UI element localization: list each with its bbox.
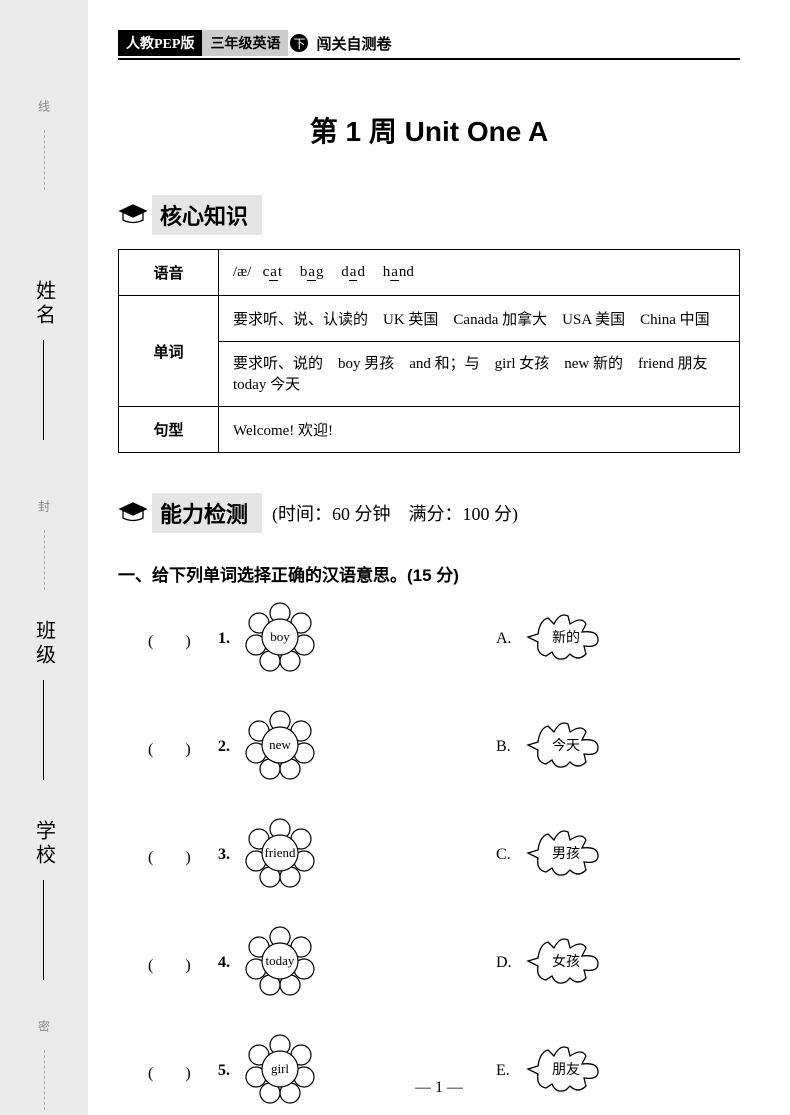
option-letter: E. <box>496 1062 526 1080</box>
header-grade: 三年级英语 <box>202 30 288 56</box>
table-label-words: 单词 <box>119 296 219 407</box>
flower-icon: girl <box>244 1033 316 1110</box>
table-label-phonics: 语音 <box>119 250 219 296</box>
table-content-sentence: Welcome! 欢迎! <box>219 407 740 453</box>
flower-icon: friend <box>244 817 316 894</box>
item-number: 4. <box>218 954 244 972</box>
binding-small-3: 线 <box>36 100 53 114</box>
svg-text:男孩: 男孩 <box>552 846 580 862</box>
svg-text:girl: girl <box>271 1061 289 1076</box>
binding-margin: 线 姓名 封 班级 学校 密 <box>0 0 88 1115</box>
item-number: 5. <box>218 1062 244 1080</box>
svg-text:friend: friend <box>264 845 296 860</box>
section-subtitle-2: (时间：60 分钟 满分：100 分) <box>272 500 518 526</box>
option-letter: C. <box>496 846 526 864</box>
header-semester: 下 <box>290 34 308 52</box>
match-left-item: ( ) 4. today <box>148 928 316 998</box>
svg-text:boy: boy <box>270 629 290 644</box>
match-left-item: ( ) 1. boy <box>148 604 316 674</box>
binding-small-1: 密 <box>36 1020 53 1034</box>
match-right-item: B. 今天 <box>496 712 602 782</box>
leaf-icon: 男孩 <box>526 826 602 885</box>
binding-small-2: 封 <box>36 500 53 514</box>
answer-blank[interactable]: ( ) <box>148 951 218 975</box>
match-right-column: A. 新的 B. 今天 C. 男孩 D. 女孩 E. 朋友 <box>496 604 602 1106</box>
section-title-1: 核心知识 <box>152 195 262 235</box>
item-number: 1. <box>218 630 244 648</box>
svg-text:today: today <box>266 953 295 968</box>
page-number: — 1 — <box>88 1079 790 1097</box>
match-left-item: ( ) 3. friend <box>148 820 316 890</box>
leaf-icon: 新的 <box>526 610 602 669</box>
main-title: 第 1 周 Unit One A <box>118 110 740 150</box>
match-left-item: ( ) 2. new <box>148 712 316 782</box>
binding-label-class: 班级 <box>30 620 59 668</box>
answer-blank[interactable]: ( ) <box>148 627 218 651</box>
item-number: 3. <box>218 846 244 864</box>
section-ability-test: 能力检测 (时间：60 分钟 满分：100 分) <box>118 493 740 533</box>
graduation-cap-icon <box>118 501 148 525</box>
question-1-title: 一、给下列单词选择正确的汉语意思。(15 分) <box>118 561 740 586</box>
answer-blank[interactable]: ( ) <box>148 735 218 759</box>
header-subtitle: 闯关自测卷 <box>316 33 391 54</box>
svg-text:新的: 新的 <box>552 630 580 646</box>
table-content-phonics: /æ/ cat bag dad hand <box>219 250 740 296</box>
flower-icon: boy <box>244 601 316 678</box>
match-right-item: A. 新的 <box>496 604 602 674</box>
option-letter: A. <box>496 630 526 648</box>
svg-text:今天: 今天 <box>552 738 580 754</box>
option-letter: B. <box>496 738 526 756</box>
flower-icon: today <box>244 925 316 1002</box>
table-row: 句型 Welcome! 欢迎! <box>119 407 740 453</box>
matching-exercise: ( ) 1. boy ( ) 2. new ( ) 3. <box>118 604 740 1106</box>
binding-label-school: 学校 <box>30 820 59 868</box>
table-label-sentence: 句型 <box>119 407 219 453</box>
page-content: 人教PEP版 三年级英语 下 闯关自测卷 第 1 周 Unit One A 核心… <box>88 0 790 1115</box>
answer-blank[interactable]: ( ) <box>148 843 218 867</box>
svg-text:女孩: 女孩 <box>552 953 580 970</box>
section-title-2: 能力检测 <box>152 493 262 533</box>
match-right-item: D. 女孩 <box>496 928 602 998</box>
graduation-cap-icon <box>118 203 148 227</box>
option-letter: D. <box>496 954 526 972</box>
leaf-icon: 今天 <box>526 718 602 777</box>
section-core-knowledge: 核心知识 <box>118 195 740 235</box>
match-right-item: C. 男孩 <box>496 820 602 890</box>
leaf-icon: 女孩 <box>526 934 602 993</box>
header-edition: 人教PEP版 <box>118 30 202 56</box>
match-left-column: ( ) 1. boy ( ) 2. new ( ) 3. <box>148 604 316 1106</box>
table-row: 语音 /æ/ cat bag dad hand <box>119 250 740 296</box>
item-number: 2. <box>218 738 244 756</box>
knowledge-table: 语音 /æ/ cat bag dad hand 单词 要求听、说、认读的 UK … <box>118 249 740 453</box>
table-content-words: 要求听、说、认读的 UK 英国 Canada 加拿大 USA 美国 China … <box>219 296 740 407</box>
page-header: 人教PEP版 三年级英语 下 闯关自测卷 <box>118 30 740 60</box>
flower-icon: new <box>244 709 316 786</box>
binding-label-name: 姓名 <box>30 280 59 328</box>
table-row: 单词 要求听、说、认读的 UK 英国 Canada 加拿大 USA 美国 Chi… <box>119 296 740 407</box>
svg-text:new: new <box>269 737 291 752</box>
svg-text:朋友: 朋友 <box>552 1062 580 1078</box>
